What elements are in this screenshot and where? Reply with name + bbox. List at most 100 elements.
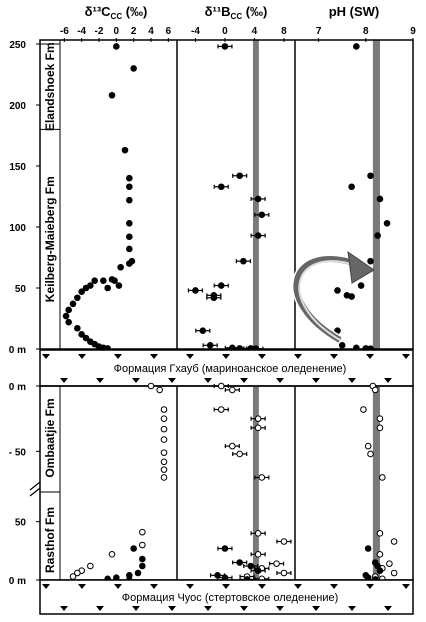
d11b-point — [254, 424, 262, 432]
d13c-point — [160, 466, 168, 473]
chuos-glacier-symbol — [42, 584, 50, 589]
y-tick-label: 0 m — [9, 576, 26, 587]
d13c-point — [82, 334, 90, 342]
ph-point — [376, 415, 384, 422]
chuos-label: Формация Чуос (стертовское оледенение) — [122, 592, 339, 604]
top-axis-ticks: -6 -4 -2 0 2 4 6 -4 0 4 8 7 8 9 — [60, 26, 416, 42]
top-tick-label: 9 — [410, 26, 416, 37]
formation-label: Elandshoek Fm — [43, 42, 57, 131]
ph-point — [376, 567, 384, 574]
gxaub-glacier-symbol — [222, 354, 230, 359]
lower-band-1 — [252, 386, 259, 580]
d13c-point — [108, 276, 116, 283]
panel-title-1: δ¹¹BCC (‰) — [205, 4, 268, 21]
d13c-point — [126, 174, 133, 182]
d11b-point — [258, 211, 266, 219]
d13c-point — [69, 573, 77, 580]
gxaub-glacier-symbol — [366, 354, 374, 359]
chuos-glacier-symbol — [222, 584, 230, 589]
d13c-point — [160, 449, 168, 456]
d11b-point — [254, 551, 262, 558]
gxaub-glacier-symbol — [330, 354, 338, 359]
chuos-glacier-symbol — [78, 584, 86, 589]
gxaub-glacier-symbol — [312, 378, 320, 383]
d11b-point — [254, 232, 262, 239]
d11b-point — [199, 327, 207, 335]
chuos-glacier-symbol — [366, 584, 374, 589]
d13c-point — [160, 436, 168, 443]
chuos-glacier-symbol — [60, 606, 68, 611]
chuos-glacier-symbol — [150, 584, 158, 589]
top-tick-label: -4 — [77, 26, 86, 37]
gxaub-glacier-symbol — [384, 378, 392, 383]
d13c-point — [104, 284, 111, 292]
gxaub-glacier-symbol — [42, 354, 50, 359]
gxaub-glacier-symbol — [78, 354, 86, 359]
top-tick-label: 4 — [252, 26, 258, 37]
upper-band-1 — [252, 40, 259, 349]
gxaub-glacier-symbol — [240, 378, 248, 383]
d13c-point — [126, 183, 133, 191]
d13c-point — [160, 406, 168, 413]
formation-label: Rasthof Fm — [43, 507, 57, 573]
ph-point — [383, 220, 391, 227]
d13c-point — [74, 569, 81, 577]
gxaub-glacier-symbol — [132, 378, 140, 383]
y-tick-label: 0 m — [9, 345, 26, 356]
y-tick-label: 100 — [9, 223, 26, 234]
d13c-point — [160, 425, 168, 433]
chuos-glacier-symbol — [330, 584, 338, 589]
d11b-point — [254, 415, 262, 422]
chuos-glacier-symbol — [276, 606, 284, 611]
ph-point — [338, 342, 346, 349]
d11b-point — [217, 183, 225, 191]
chuos-glacier-symbol — [186, 584, 194, 589]
ph-point — [334, 287, 341, 294]
ph-point — [348, 183, 355, 191]
ph-point — [374, 232, 381, 239]
d11b-point — [254, 567, 262, 574]
ph-point — [376, 551, 384, 558]
lower-section: Ombaatjie Fm Rasthof Fm 0 m - 50 0 m 50 — [9, 382, 414, 587]
gxaub-glacier-symbol — [348, 378, 356, 383]
y-tick-label: 50 — [15, 284, 27, 295]
gxaub-glacier-symbol — [258, 354, 266, 359]
panel-title-sub: CC — [111, 12, 123, 21]
d13c-point — [117, 263, 124, 271]
chuos-glacier-symbol — [348, 606, 356, 611]
top-tick-label: -6 — [60, 26, 69, 37]
d11b-point — [240, 257, 247, 265]
y-tick-label: - 50 — [9, 447, 27, 458]
panel-title-unit: (‰) — [242, 4, 267, 19]
d13c-point — [74, 324, 81, 332]
d11b-point — [236, 559, 243, 566]
formation-label: Ombaatjie Fm — [43, 398, 57, 477]
axis-break-mark — [29, 487, 41, 497]
d13c-point — [160, 415, 168, 422]
d13c-point — [87, 562, 94, 570]
chuos-label-bg — [100, 590, 360, 604]
d13c-point — [126, 260, 133, 267]
d13c-point — [134, 569, 142, 577]
top-tick-label: 0 — [114, 26, 120, 37]
chuos-glacier-symbol — [96, 606, 104, 611]
d13c-point — [139, 555, 146, 563]
chuos-glacier-symbol — [258, 584, 266, 589]
d13c-point — [91, 277, 98, 284]
d11b-point — [217, 406, 225, 413]
d13c-point — [121, 146, 129, 154]
d11b-point — [229, 386, 236, 394]
y-tick-label: 150 — [9, 162, 26, 173]
d13c-point — [139, 562, 146, 570]
top-tick-label: 7 — [316, 26, 322, 37]
top-tick-label: 0 — [222, 26, 228, 37]
d11b-point — [221, 43, 229, 50]
ph-point — [379, 474, 386, 481]
axis-break-mark — [29, 481, 41, 491]
d13c-point — [65, 306, 72, 314]
trend-arrow-highlight — [298, 260, 359, 341]
d13c-point — [108, 551, 116, 558]
panel-title-0: δ¹³CCC (‰) — [85, 4, 148, 21]
ph-point — [376, 195, 384, 203]
